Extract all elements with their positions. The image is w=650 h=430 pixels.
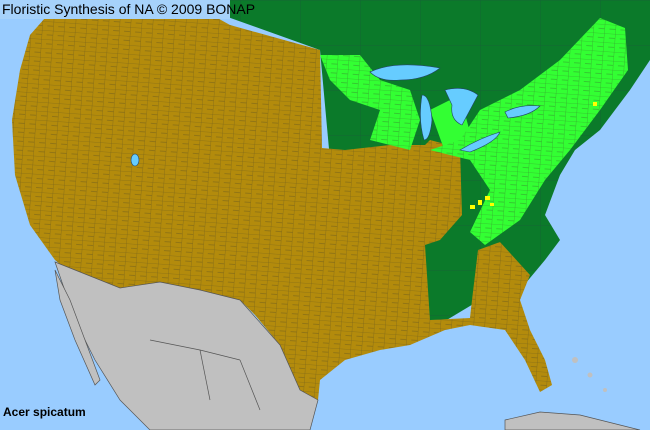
present-counties-region — [320, 18, 628, 245]
rare-counties — [470, 102, 597, 209]
mexico-region — [54, 261, 319, 430]
absent-counties-region — [12, 0, 552, 400]
caribbean-islands — [504, 357, 641, 430]
species-label: Acer spicatum — [3, 405, 86, 419]
great-lakes — [130, 64, 541, 167]
map-title: Floristic Synthesis of NA © 2009 BONAP — [0, 0, 256, 19]
